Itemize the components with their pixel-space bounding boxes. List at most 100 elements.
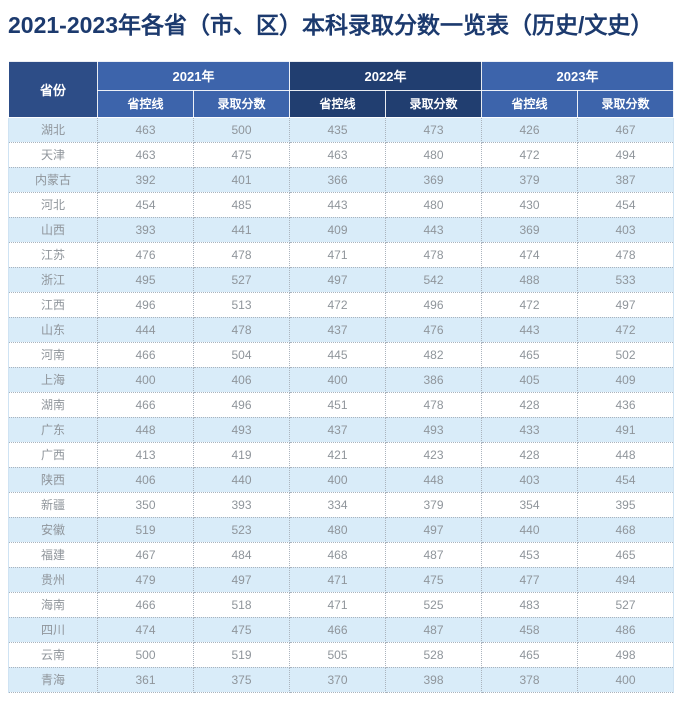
score-cell: 400 <box>289 366 386 393</box>
province-cell: 海南 <box>8 591 98 618</box>
province-cell: 上海 <box>8 366 98 393</box>
score-cell: 403 <box>577 216 674 243</box>
score-cell: 519 <box>193 641 290 668</box>
table-row: 浙江 495 527 497 542 488 533 <box>8 266 674 293</box>
score-cell: 435 <box>289 116 386 143</box>
score-cell: 426 <box>481 116 578 143</box>
score-cell: 463 <box>97 116 194 143</box>
province-cell: 四川 <box>8 616 98 643</box>
province-cell: 湖南 <box>8 391 98 418</box>
score-cell: 436 <box>577 391 674 418</box>
score-cell: 475 <box>193 616 290 643</box>
province-cell: 河北 <box>8 191 98 218</box>
table-row: 广西 413 419 421 423 428 448 <box>8 441 674 468</box>
score-cell: 486 <box>577 616 674 643</box>
score-cell: 419 <box>193 441 290 468</box>
province-cell: 贵州 <box>8 566 98 593</box>
table-body: 湖北 463 500 435 473 426 467 天津 463 475 463 480 472 494… <box>8 116 674 693</box>
score-cell: 451 <box>289 391 386 418</box>
score-cell: 475 <box>385 566 482 593</box>
table-row: 福建 467 484 468 487 453 465 <box>8 541 674 568</box>
province-cell: 内蒙古 <box>8 166 98 193</box>
score-cell: 448 <box>97 416 194 443</box>
score-cell: 472 <box>289 291 386 318</box>
score-cell: 479 <box>97 566 194 593</box>
province-cell: 河南 <box>8 341 98 368</box>
score-cell: 400 <box>97 366 194 393</box>
score-cell: 466 <box>97 591 194 618</box>
province-cell: 江西 <box>8 291 98 318</box>
page-title: 2021-2023年各省（市、区）本科录取分数一览表（历史/文史） <box>8 12 654 38</box>
province-cell: 安徽 <box>8 516 98 543</box>
score-cell: 437 <box>289 416 386 443</box>
score-cell: 491 <box>577 416 674 443</box>
province-cell: 浙江 <box>8 266 98 293</box>
score-cell: 463 <box>97 141 194 168</box>
table-row: 安徽 519 523 480 497 440 468 <box>8 516 674 543</box>
table-row: 云南 500 519 505 528 465 498 <box>8 641 674 668</box>
score-cell: 465 <box>577 541 674 568</box>
province-cell: 江苏 <box>8 241 98 268</box>
score-cell: 496 <box>97 291 194 318</box>
score-cell: 484 <box>193 541 290 568</box>
score-cell: 361 <box>97 666 194 693</box>
score-cell: 369 <box>385 166 482 193</box>
province-cell: 福建 <box>8 541 98 568</box>
score-cell: 467 <box>97 541 194 568</box>
subheader-2022-control-line: 省控线 <box>289 89 386 118</box>
subheader-2023-control-line: 省控线 <box>481 89 578 118</box>
score-cell: 400 <box>289 466 386 493</box>
score-cell: 454 <box>577 466 674 493</box>
score-cell: 482 <box>385 341 482 368</box>
province-cell: 山西 <box>8 216 98 243</box>
province-cell: 湖北 <box>8 116 98 143</box>
score-cell: 483 <box>481 591 578 618</box>
score-cell: 334 <box>289 491 386 518</box>
score-cell: 369 <box>481 216 578 243</box>
province-cell: 天津 <box>8 141 98 168</box>
score-cell: 468 <box>577 516 674 543</box>
table-row: 上海 400 406 400 386 405 409 <box>8 366 674 393</box>
subheader-2022-admission-score: 录取分数 <box>385 89 482 118</box>
score-cell: 393 <box>193 491 290 518</box>
score-cell: 387 <box>577 166 674 193</box>
score-cell: 428 <box>481 441 578 468</box>
table-row: 湖南 466 496 451 478 428 436 <box>8 391 674 418</box>
province-cell: 新疆 <box>8 491 98 518</box>
score-cell: 476 <box>97 241 194 268</box>
score-cell: 497 <box>289 266 386 293</box>
score-cell: 395 <box>577 491 674 518</box>
score-cell: 498 <box>577 641 674 668</box>
score-cell: 444 <box>97 316 194 343</box>
score-cell: 440 <box>481 516 578 543</box>
score-cell: 354 <box>481 491 578 518</box>
sub-header-row: 省控线 录取分数 省控线 录取分数 省控线 录取分数 <box>9 89 674 118</box>
table-row: 河南 466 504 445 482 465 502 <box>8 341 674 368</box>
score-cell: 500 <box>193 116 290 143</box>
province-cell: 广东 <box>8 416 98 443</box>
score-cell: 513 <box>193 291 290 318</box>
score-cell: 527 <box>577 591 674 618</box>
score-cell: 453 <box>481 541 578 568</box>
score-cell: 398 <box>385 666 482 693</box>
score-cell: 477 <box>481 566 578 593</box>
score-cell: 497 <box>577 291 674 318</box>
score-cell: 502 <box>577 341 674 368</box>
province-cell: 青海 <box>8 666 98 693</box>
table-row: 江西 496 513 472 496 472 497 <box>8 291 674 318</box>
year-header-2021: 2021年 <box>97 60 290 91</box>
score-cell: 494 <box>577 566 674 593</box>
year-header-2022: 2022年 <box>289 60 482 91</box>
subheader-2023-admission-score: 录取分数 <box>577 89 674 118</box>
table-row: 四川 474 475 466 487 458 486 <box>8 616 674 643</box>
table-row: 河北 454 485 443 480 430 454 <box>8 191 674 218</box>
score-cell: 474 <box>481 241 578 268</box>
score-cell: 496 <box>193 391 290 418</box>
year-header-2023: 2023年 <box>481 60 674 91</box>
subheader-2021-control-line: 省控线 <box>97 89 194 118</box>
score-cell: 400 <box>577 666 674 693</box>
scores-table: 省份 2021年 2022年 2023年 省控线 录取分数 省控线 录取分数 省… <box>8 60 674 693</box>
score-cell: 378 <box>481 666 578 693</box>
score-cell: 392 <box>97 166 194 193</box>
score-cell: 441 <box>193 216 290 243</box>
